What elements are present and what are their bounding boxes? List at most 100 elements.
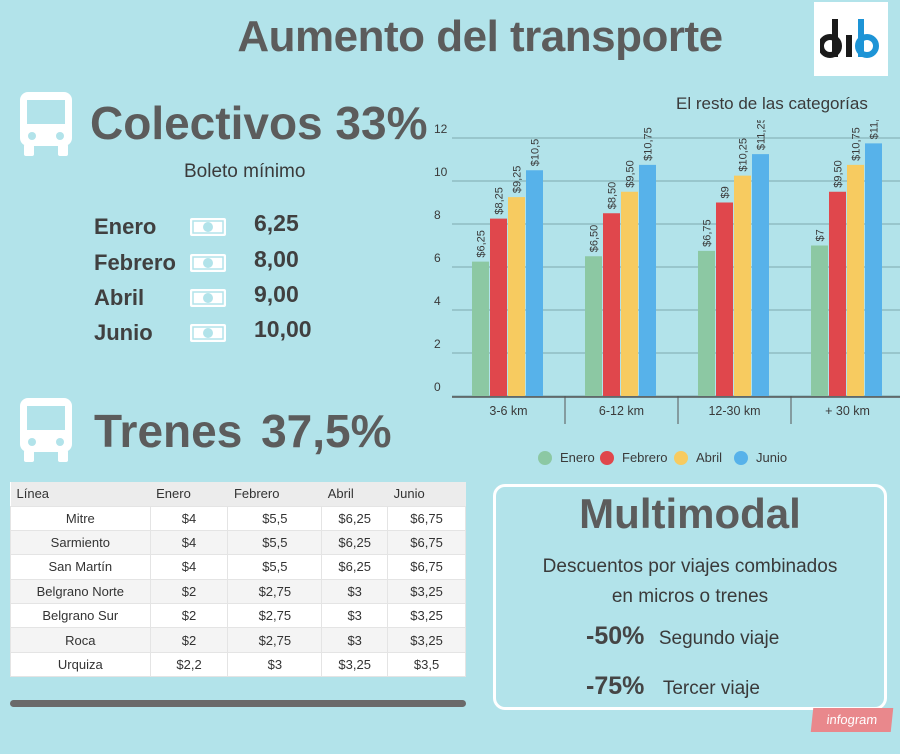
fare-month: Abril <box>94 285 145 310</box>
table-cell: $4 <box>149 529 229 556</box>
y-tick-label: 2 <box>434 337 441 351</box>
discount-row: -75% Tercer viaje <box>586 672 760 701</box>
bar-data-label: $9 <box>720 186 732 198</box>
bar <box>621 191 638 396</box>
table-row: Belgrano Sur $2 $2,75 $3 $3,25 <box>10 603 466 629</box>
bar <box>829 191 846 396</box>
fare-value: 9,00 <box>254 281 299 307</box>
table-cell: $3,25 <box>387 627 466 653</box>
table-row: Urquiza $2,2 $3 $3,25 $3,5 <box>10 651 466 678</box>
x-tick-label: + 30 km <box>825 404 870 418</box>
bar-data-label: $10,75 <box>851 127 863 161</box>
table-cell: San Martín <box>10 554 151 580</box>
table-cell: $3,25 <box>387 578 466 605</box>
table-row: Roca $2 $2,75 $3 $3,25 <box>10 627 466 653</box>
bar-data-label: $8,50 <box>607 182 619 210</box>
y-tick-label: 10 <box>434 165 448 179</box>
table-row: Sarmiento $4 $5,5 $6,25 $6,75 <box>10 529 466 556</box>
table-cell: $3 <box>321 603 389 629</box>
multimodal-title: Multimodal <box>579 490 801 537</box>
multimodal-description: Descuentos por viajes combinados en micr… <box>493 552 887 612</box>
bar-data-label: $10,75 <box>643 127 655 161</box>
table-cell: $3 <box>321 578 389 605</box>
legend-color-dot <box>734 450 748 465</box>
table-cell: $6,25 <box>321 554 389 580</box>
bar <box>508 197 525 396</box>
fare-value: 6,25 <box>254 210 299 236</box>
legend-item[interactable]: Junio <box>734 450 787 465</box>
fare-month: Junio <box>94 320 153 345</box>
bus-icon <box>18 88 74 160</box>
bar-data-label: $11,25 <box>756 120 768 150</box>
table-cell: $2,75 <box>227 578 323 605</box>
table-cell: $5,5 <box>227 554 323 580</box>
bar-data-label: $6,50 <box>589 225 601 253</box>
legend-color-dot <box>600 450 614 465</box>
legend-item[interactable]: Febrero <box>600 450 668 465</box>
table-cell: $3,25 <box>387 603 466 629</box>
chart-legend: Enero Febrero Abril Junio <box>538 450 838 470</box>
discount-percentage: -50% <box>586 622 645 650</box>
table-scrollbar[interactable] <box>10 700 466 707</box>
table-cell: $5,5 <box>227 529 323 556</box>
table-cell: $6,25 <box>321 529 389 556</box>
bar <box>603 213 620 396</box>
legend-label: Junio <box>756 450 788 465</box>
chart-title: El resto de las categorías <box>676 94 868 113</box>
column-header: Abril <box>321 482 388 506</box>
discount-percentage: -75% <box>586 672 645 700</box>
table-cell: $5,5 <box>227 505 323 531</box>
table-header-row: Línea Enero Febrero Abril Junio <box>10 482 466 506</box>
legend-label: Febrero <box>622 450 668 465</box>
column-header: Junio <box>387 482 466 506</box>
bar-chart: 0 2 4 6 8 10 12 $6,25 $8,25 $9,25 $10,5 3-6 km $6,50… <box>434 120 900 424</box>
colectivos-heading: Colectivos 33% <box>90 97 428 149</box>
bar <box>811 245 828 396</box>
column-header: Enero <box>150 482 228 506</box>
bar-data-label: $6,25 <box>476 230 488 258</box>
table-cell: Roca <box>10 627 151 653</box>
fare-row: Enero 6,25 <box>94 210 354 242</box>
bar <box>472 261 489 396</box>
legend-item[interactable]: Abril <box>674 450 722 465</box>
y-tick-label: 12 <box>434 122 448 136</box>
y-tick-label: 4 <box>434 294 441 308</box>
multimodal-panel <box>493 484 887 710</box>
infogram-badge[interactable]: infogram <box>810 708 894 732</box>
fare-row: Abril 9,00 <box>94 281 354 313</box>
bar <box>526 170 543 396</box>
boleto-minimo-label: Boleto mínimo <box>184 161 306 182</box>
page-title: Aumento del transporte <box>237 12 723 61</box>
bar <box>639 164 656 396</box>
table-cell: $3,5 <box>387 651 466 678</box>
x-tick-label: 12-30 km <box>708 404 760 418</box>
table-row: Belgrano Norte $2 $2,75 $3 $3,25 <box>10 578 466 605</box>
bar-data-label: $10,25 <box>738 138 750 172</box>
x-tick-label: 6-12 km <box>599 404 644 418</box>
legend-color-dot <box>674 450 688 465</box>
description-line: en micros o trenes <box>611 586 769 607</box>
column-header: Línea <box>10 482 151 506</box>
fare-month: Enero <box>94 214 157 239</box>
y-tick-label: 0 <box>434 380 441 394</box>
table-cell: Belgrano Sur <box>10 603 151 629</box>
trenes-heading: Trenes 37,5% <box>94 405 392 457</box>
description-line: Descuentos por viajes combinados <box>542 556 838 577</box>
table-cell: $2,75 <box>227 627 323 653</box>
legend-item[interactable]: Enero <box>538 450 595 465</box>
bar-data-label: $10,5 <box>530 139 542 167</box>
discount-label: Tercer viaje <box>662 678 760 699</box>
bar-data-label: $8,25 <box>494 187 506 215</box>
table-cell: Mitre <box>10 505 151 531</box>
bar-data-label: $7 <box>815 229 827 241</box>
bar-data-label: $9,25 <box>512 166 524 194</box>
table-cell: Sarmiento <box>10 529 151 556</box>
table-cell: $2,75 <box>227 603 323 629</box>
legend-label: Enero <box>560 450 595 465</box>
bar-data-label: $11,75 <box>869 120 881 139</box>
table-cell: $2 <box>149 603 229 629</box>
legend-label: Abril <box>696 450 723 465</box>
table-cell: $6,25 <box>321 505 389 531</box>
table-cell: $3,25 <box>321 651 389 678</box>
y-tick-label: 6 <box>434 251 441 265</box>
